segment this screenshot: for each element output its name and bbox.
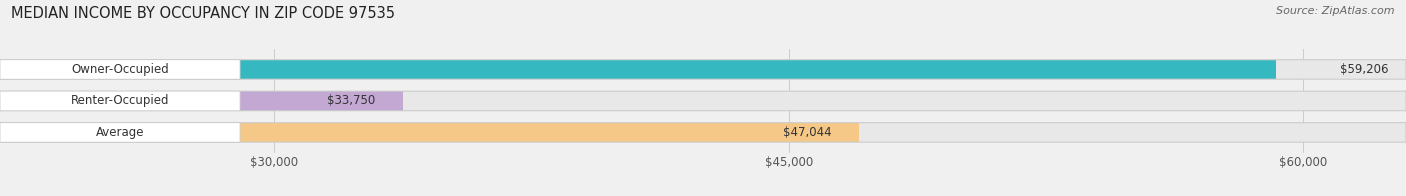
Text: $33,750: $33,750 bbox=[328, 94, 375, 107]
Bar bbox=[0, 91, 1406, 111]
Bar bbox=[0, 91, 404, 111]
Bar bbox=[0, 60, 1406, 79]
Bar bbox=[0, 123, 1406, 142]
Bar bbox=[0, 123, 240, 142]
Text: $47,044: $47,044 bbox=[783, 126, 831, 139]
Text: MEDIAN INCOME BY OCCUPANCY IN ZIP CODE 97535: MEDIAN INCOME BY OCCUPANCY IN ZIP CODE 9… bbox=[11, 6, 395, 21]
Text: $59,206: $59,206 bbox=[1340, 63, 1389, 76]
Text: Renter-Occupied: Renter-Occupied bbox=[70, 94, 169, 107]
Bar bbox=[0, 60, 240, 79]
Text: Source: ZipAtlas.com: Source: ZipAtlas.com bbox=[1277, 6, 1395, 16]
Bar bbox=[0, 91, 240, 111]
Text: Average: Average bbox=[96, 126, 145, 139]
Bar bbox=[0, 123, 859, 142]
Bar bbox=[0, 60, 1275, 79]
Text: Owner-Occupied: Owner-Occupied bbox=[72, 63, 169, 76]
